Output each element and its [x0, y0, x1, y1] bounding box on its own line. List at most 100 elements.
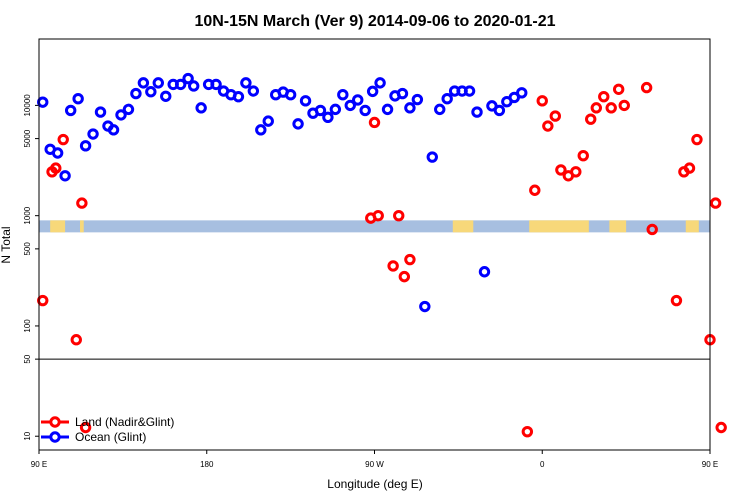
land-point: [57, 133, 69, 146]
land-point: [368, 116, 381, 129]
land-point: [715, 421, 727, 434]
ocean-point: [419, 300, 431, 313]
ocean-point: [122, 103, 135, 116]
map-land-area: [452, 220, 474, 233]
land-point: [640, 81, 653, 94]
land-point: [37, 294, 49, 307]
ocean-point: [188, 80, 200, 92]
legend-ocean-marker: [49, 431, 61, 443]
land-point: [529, 184, 541, 196]
land-point: [404, 253, 416, 266]
ocean-point: [314, 104, 327, 117]
ocean-point: [352, 94, 364, 106]
ocean-point: [329, 103, 342, 116]
ocean-point: [232, 90, 245, 103]
ocean-point: [292, 118, 304, 130]
ocean-point: [374, 77, 386, 89]
ocean-point: [145, 86, 157, 98]
land-point: [590, 102, 603, 114]
ocean-point: [322, 111, 334, 123]
legend-ocean-label: Ocean (Glint): [75, 430, 146, 444]
ocean-point: [210, 78, 222, 91]
land-point: [549, 110, 561, 122]
land-point: [618, 99, 630, 112]
ocean-point: [299, 95, 312, 107]
x-tick-label: 90 W: [365, 460, 384, 469]
land-point: [612, 83, 625, 95]
ocean-point: [87, 128, 99, 140]
land-point: [387, 260, 399, 272]
land-point: [585, 113, 597, 125]
ocean-point: [396, 87, 409, 100]
legend-land-label: Land (Nadir&Glint): [75, 415, 174, 429]
land-point: [598, 90, 610, 103]
ocean-point: [160, 90, 172, 102]
ocean-point: [37, 96, 49, 108]
y-tick-label: 50: [23, 354, 32, 363]
ocean-point: [516, 87, 528, 99]
land-point: [691, 133, 703, 146]
ocean-point: [359, 104, 371, 117]
x-tick-label: 90 E: [702, 460, 718, 469]
land-point: [76, 197, 88, 209]
ocean-point: [174, 78, 187, 91]
map-strip: [39, 220, 710, 233]
ocean-point: [72, 92, 84, 105]
ocean-point: [441, 92, 453, 105]
land-point: [570, 166, 582, 178]
ocean-point: [240, 77, 252, 89]
ocean-point: [195, 102, 207, 114]
land-point: [555, 164, 567, 176]
ocean-point: [107, 124, 120, 136]
ocean-point: [94, 106, 107, 118]
map-land-area: [529, 220, 589, 233]
land-point: [50, 162, 62, 174]
land-point: [70, 334, 82, 346]
ocean-point: [137, 77, 150, 89]
ocean-point: [284, 89, 297, 101]
ocean-point: [64, 104, 77, 117]
land-point: [542, 120, 554, 132]
land-point: [79, 421, 92, 434]
ocean-point: [478, 266, 491, 278]
legend: Land (Nadir&Glint) Ocean (Glint): [41, 415, 174, 444]
land-point: [372, 209, 384, 222]
ocean-point: [366, 85, 379, 98]
map-land-area: [50, 220, 66, 233]
ocean-point: [182, 72, 194, 85]
land-point: [521, 425, 534, 438]
land-point: [393, 209, 405, 222]
land-point: [536, 95, 548, 107]
land-point: [605, 102, 617, 114]
plot-frame: [38, 38, 711, 451]
map-land-area: [80, 220, 84, 233]
ocean-point: [426, 151, 438, 163]
ocean-point: [115, 109, 127, 121]
y-tick-label: 500: [23, 242, 32, 256]
ocean-point: [262, 115, 274, 127]
ocean-point: [59, 170, 71, 182]
ocean-point: [493, 104, 506, 117]
x-axis-label: Longitude (deg E): [327, 477, 422, 491]
y-tick-label: 5000: [23, 129, 32, 147]
chart-title: 10N-15N March (Ver 9) 2014-09-06 to 2020…: [194, 13, 555, 30]
ocean-point: [463, 85, 476, 97]
ocean-point: [404, 102, 416, 114]
ocean-point: [337, 89, 349, 101]
land-series: [37, 81, 727, 438]
ocean-point: [79, 140, 92, 152]
land-point: [646, 223, 658, 236]
y-tick-label: 1000: [23, 206, 32, 224]
ocean-point: [471, 106, 483, 118]
ocean-point: [152, 77, 164, 89]
y-axis-label: N Total: [0, 226, 13, 263]
x-tick-label: 90 E: [31, 460, 47, 469]
land-point: [398, 270, 411, 283]
land-point: [670, 294, 683, 307]
x-tick-label: 180: [200, 460, 214, 469]
ocean-point: [344, 99, 356, 112]
ocean-point: [411, 93, 424, 106]
y-tick-label: 100: [23, 319, 32, 333]
ocean-point: [51, 147, 64, 159]
